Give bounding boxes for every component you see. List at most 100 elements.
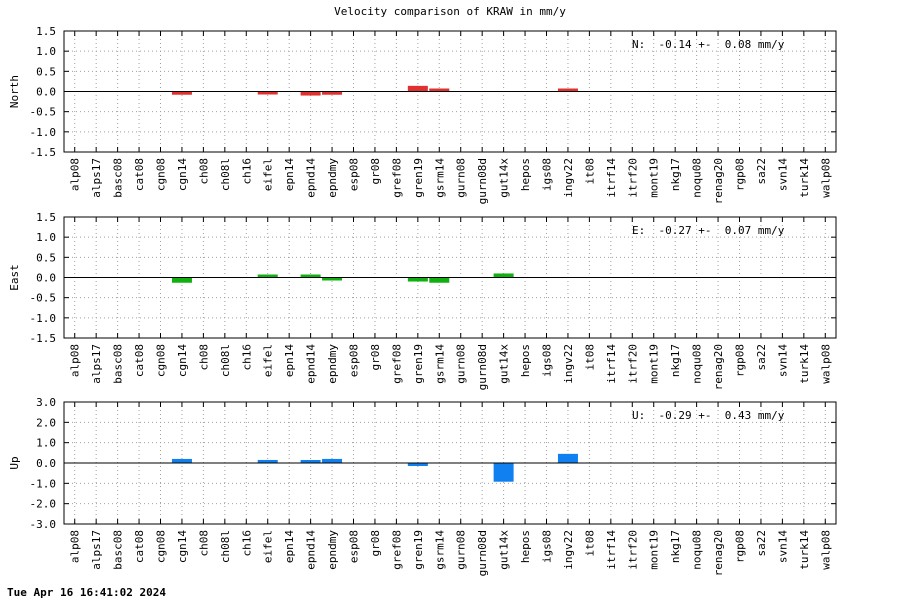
y-tick-label: 1.0 (36, 437, 56, 450)
x-tick-label: basc08 (112, 158, 125, 198)
y-tick-label: 1.5 (36, 211, 56, 224)
y-tick-label: 3.0 (36, 396, 56, 409)
x-tick-label: walp08 (819, 530, 832, 570)
x-tick-label: gurn08d (476, 158, 489, 204)
x-tick-label: alp08 (69, 530, 82, 563)
x-tick-label: svn14 (776, 530, 789, 563)
x-tick-label: ingv22 (562, 530, 575, 570)
x-tick-label: basc08 (112, 530, 125, 570)
x-tick-label: nkg17 (669, 158, 682, 191)
y-tick-label: 1.5 (36, 25, 56, 38)
x-tick-label: noqu08 (691, 530, 704, 570)
x-tick-label: gref08 (390, 344, 403, 384)
x-tick-label: ch08l (219, 158, 232, 191)
bar-gut14x (493, 273, 514, 278)
x-tick-label: cgn08 (155, 158, 168, 191)
x-tick-label: it08 (583, 530, 596, 557)
x-tick-label: igs08 (541, 344, 554, 377)
x-tick-label: gurn08d (476, 530, 489, 576)
x-tick-label: gsrm14 (433, 158, 446, 198)
timestamp: Tue Apr 16 16:41:02 2024 (7, 586, 166, 599)
x-tick-label: cat08 (133, 158, 146, 191)
x-tick-label: epndmy (326, 158, 339, 198)
bar-gut14x (493, 463, 514, 482)
y-tick-label: -1.5 (30, 332, 57, 345)
x-tick-label: renag20 (712, 530, 725, 576)
y-tick-label: 0.0 (36, 86, 56, 99)
x-tick-label: renag20 (712, 344, 725, 390)
x-tick-label: gren19 (412, 158, 425, 198)
y-tick-label: 0.5 (36, 65, 56, 78)
bar-eifel (257, 459, 278, 463)
x-tick-label: eifel (262, 530, 275, 563)
x-tick-label: esp08 (348, 344, 361, 377)
bar-epndmy (322, 91, 343, 95)
x-tick-label: alps17 (90, 344, 103, 384)
x-tick-label: gurn08 (455, 158, 468, 198)
x-tick-label: it08 (583, 158, 596, 185)
bar-cgn14 (171, 277, 192, 283)
x-tick-label: esp08 (348, 158, 361, 191)
x-tick-label: ch08 (197, 530, 210, 557)
x-tick-label: eifel (262, 158, 275, 191)
x-tick-label: ch08l (219, 530, 232, 563)
x-tick-label: eifel (262, 344, 275, 377)
x-tick-label: ch08 (197, 344, 210, 371)
x-tick-label: gren19 (412, 344, 425, 384)
y-tick-label: 1.0 (36, 231, 56, 244)
x-tick-label: noqu08 (691, 344, 704, 384)
x-tick-label: gut14x (498, 158, 511, 198)
bar-cgn14 (171, 458, 192, 463)
y-tick-label: 0.5 (36, 251, 56, 264)
x-tick-label: itrf14 (605, 158, 618, 198)
x-tick-label: svn14 (776, 158, 789, 191)
x-tick-label: epndmy (326, 530, 339, 570)
y-tick-label: -1.0 (30, 126, 57, 139)
x-tick-label: gren19 (412, 530, 425, 570)
x-tick-label: gsrm14 (433, 530, 446, 570)
x-tick-label: noqu08 (691, 158, 704, 198)
x-tick-label: igs08 (541, 530, 554, 563)
x-tick-label: ch16 (240, 530, 253, 557)
x-tick-label: itrf20 (626, 530, 639, 570)
y-axis-label: East (8, 264, 21, 291)
x-tick-label: gref08 (390, 530, 403, 570)
y-tick-label: 1.0 (36, 45, 56, 58)
y-tick-label: -0.5 (30, 292, 57, 305)
x-tick-label: renag20 (712, 158, 725, 204)
bar-ingv22 (557, 88, 578, 92)
x-tick-label: it08 (583, 344, 596, 371)
x-tick-label: walp08 (819, 344, 832, 384)
x-tick-label: sa22 (755, 530, 768, 557)
x-tick-label: itrf14 (605, 530, 618, 570)
x-tick-label: rgp08 (734, 530, 747, 563)
x-tick-label: hepos (519, 344, 532, 377)
y-tick-label: 2.0 (36, 416, 56, 429)
x-tick-label: cgn08 (155, 344, 168, 377)
x-tick-label: gut14x (498, 530, 511, 570)
y-tick-label: 0.0 (36, 457, 56, 470)
chart-title: Velocity comparison of KRAW in mm/y (334, 5, 566, 18)
bar-gren19 (407, 277, 428, 282)
y-axis-label: Up (8, 456, 21, 469)
x-tick-label: gr08 (369, 530, 382, 557)
x-tick-label: ch08l (219, 344, 232, 377)
x-tick-label: gurn08 (455, 344, 468, 384)
y-tick-label: -1.5 (30, 146, 57, 159)
x-tick-label: epn14 (283, 344, 296, 377)
bar-ingv22 (557, 453, 578, 463)
bar-eifel (257, 274, 278, 278)
x-tick-label: epnd14 (305, 344, 318, 384)
bar-epnd14 (300, 460, 321, 463)
bar-cgn14 (171, 91, 192, 95)
y-tick-label: -1.0 (30, 312, 57, 325)
x-tick-label: nkg17 (669, 530, 682, 563)
x-tick-label: alps17 (90, 158, 103, 198)
x-tick-label: nkg17 (669, 344, 682, 377)
x-tick-label: turk14 (798, 344, 811, 384)
bar-gsrm14 (429, 88, 450, 92)
x-tick-label: gr08 (369, 344, 382, 371)
x-tick-label: hepos (519, 530, 532, 563)
x-tick-label: cgn08 (155, 530, 168, 563)
